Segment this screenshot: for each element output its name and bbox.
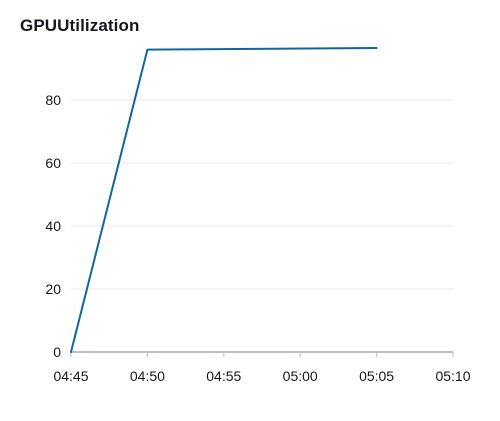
x-tick-label: 05:10 <box>435 368 470 384</box>
x-tick-label: 04:50 <box>130 368 165 384</box>
x-tick-label: 04:45 <box>53 368 88 384</box>
x-tick-label: 05:05 <box>359 368 394 384</box>
chart-title: GPUUtilization <box>20 16 140 35</box>
y-tick-label: 40 <box>45 218 61 234</box>
x-tick-label: 05:00 <box>283 368 318 384</box>
series-line[interactable] <box>70 47 378 353</box>
tick-labels: 0 20 40 60 80 04:45 04:50 04:55 05:00 05:05 05:10 <box>45 92 470 384</box>
axes <box>70 351 454 357</box>
grid-lines <box>71 99 453 290</box>
y-tick-label: 0 <box>53 344 61 360</box>
series-layer <box>70 47 378 353</box>
x-tick-label: 04:55 <box>206 368 241 384</box>
y-tick-label: 80 <box>45 92 61 108</box>
y-tick-label: 20 <box>45 281 61 297</box>
y-tick-label: 60 <box>45 155 61 171</box>
